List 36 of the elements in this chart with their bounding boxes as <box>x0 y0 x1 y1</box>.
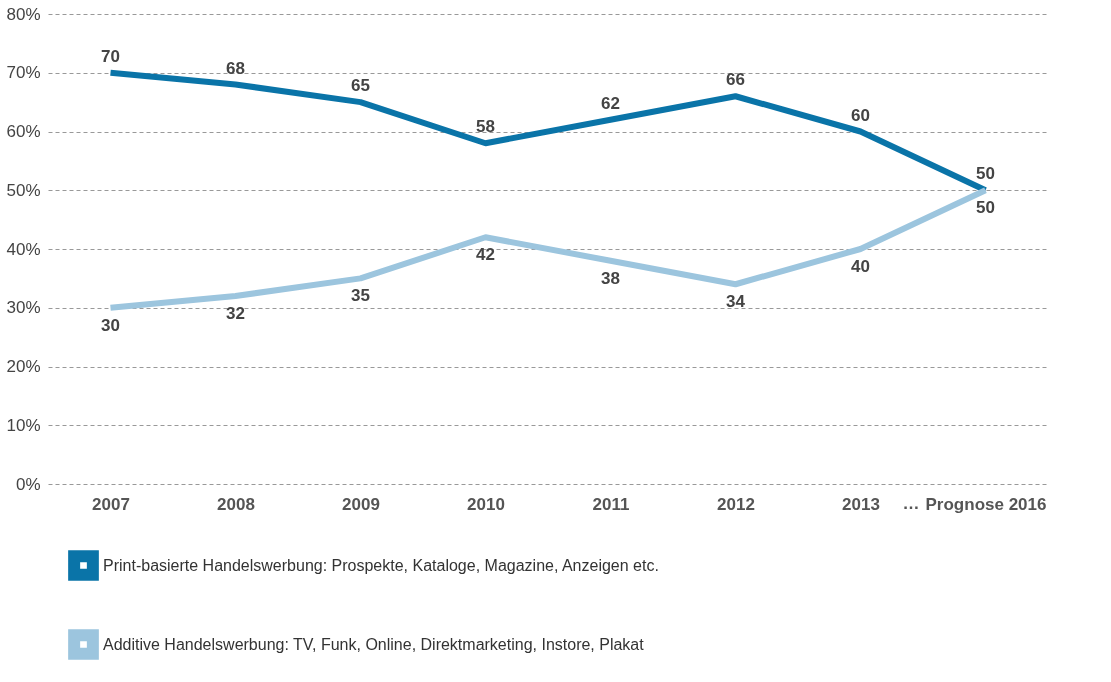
data-label: 40 <box>851 257 870 276</box>
y-tick-label: 30% <box>6 298 41 318</box>
x-tick-label: 2011 <box>592 494 630 514</box>
data-label: 50 <box>976 164 995 184</box>
text: … <box>902 494 920 513</box>
data-label: 30 <box>101 315 120 335</box>
data-label: 62 <box>601 93 620 113</box>
x-tick-label: Prognose 2016 <box>925 494 1047 514</box>
data-label: 66 <box>726 70 745 90</box>
legend-label: Additive Handelswerbung: TV, Funk, Online, Direktmarketing, Instore, Plakat <box>103 635 645 653</box>
data-label: 65 <box>351 76 370 96</box>
data-label: 42 <box>476 245 495 265</box>
y-tick-label: 80% <box>6 4 41 24</box>
data-label: 60 <box>851 105 870 125</box>
y-tick-label: 50% <box>6 180 41 200</box>
legend-label: Print-basierte Handelswerbung: Prospekte, Kataloge, Magazine, Anzeigen etc. <box>103 556 659 574</box>
data-label: 50 <box>976 198 995 218</box>
data-label: 32 <box>226 304 245 323</box>
data-label: 70 <box>101 46 120 66</box>
data-label: 38 <box>601 268 620 288</box>
data-label: 68 <box>226 58 245 78</box>
y-tick-label: 20% <box>6 357 41 376</box>
x-tick-label: 2009 <box>342 494 380 514</box>
y-tick-label: 70% <box>6 63 41 83</box>
y-tick-label: 10% <box>6 415 41 435</box>
x-tick-label: 2008 <box>217 494 255 514</box>
y-tick-label: 40% <box>6 239 41 259</box>
y-tick-label: 60% <box>6 122 41 141</box>
x-tick-label: 2012 <box>717 494 755 514</box>
x-tick-label: 2013 <box>842 494 880 514</box>
y-tick-label: 0% <box>15 474 41 494</box>
data-label: 35 <box>351 286 370 306</box>
data-label: 58 <box>476 117 495 137</box>
x-tick-label: 2007 <box>92 494 130 514</box>
x-tick-label: 2010 <box>467 494 505 514</box>
data-label: 34 <box>726 292 746 312</box>
